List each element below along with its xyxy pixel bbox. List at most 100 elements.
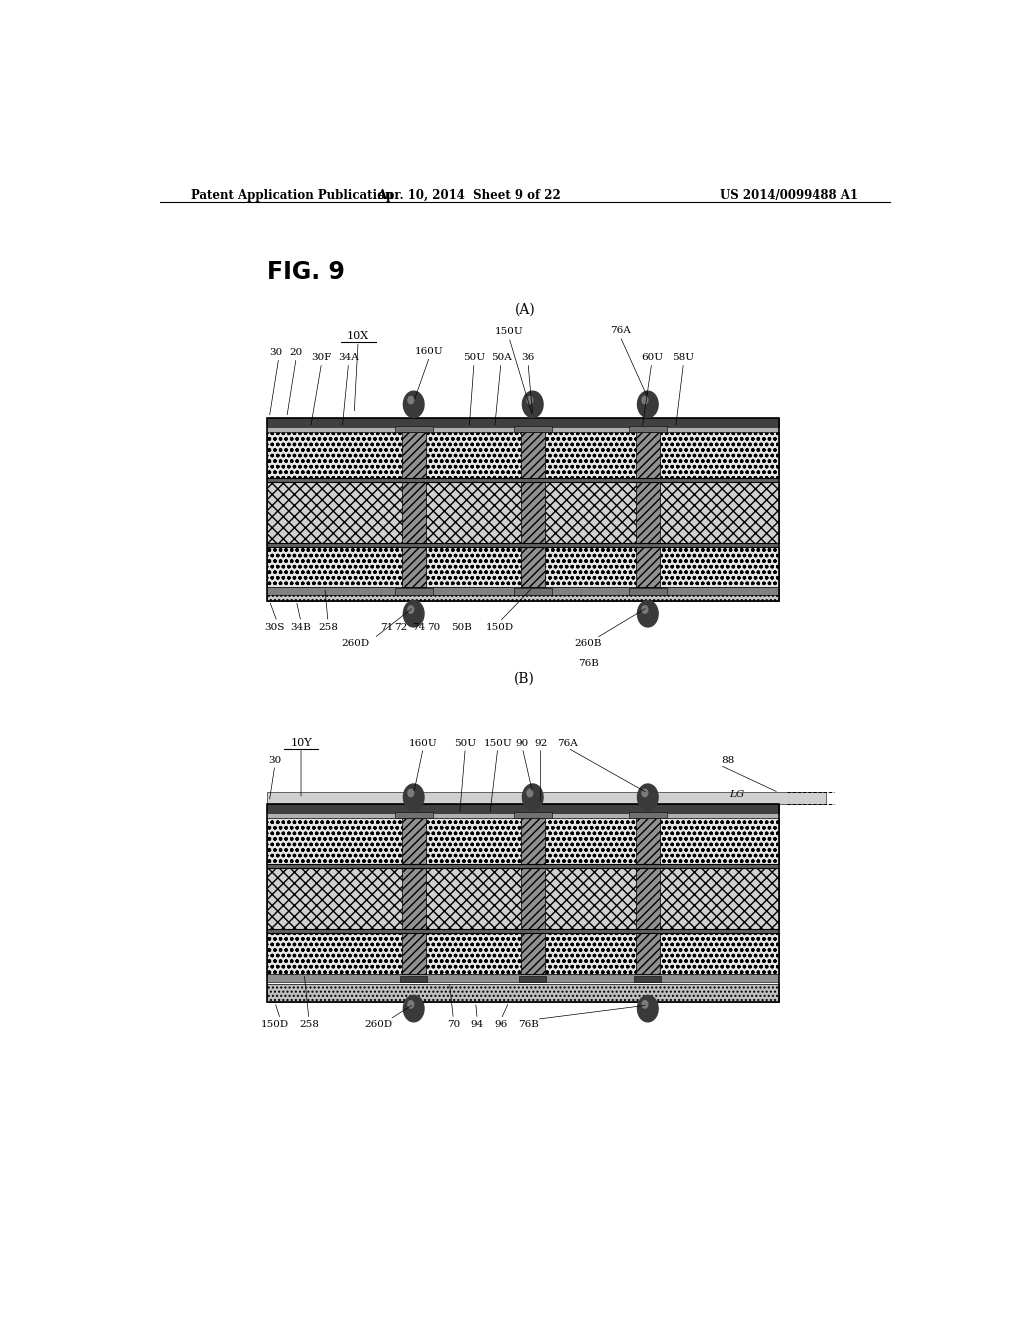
Bar bbox=[636, 818, 659, 863]
Bar bbox=[521, 482, 545, 543]
Circle shape bbox=[522, 391, 543, 417]
Bar bbox=[519, 975, 546, 982]
Text: LG: LG bbox=[729, 789, 744, 799]
Circle shape bbox=[642, 789, 648, 797]
Bar bbox=[401, 867, 426, 929]
Bar bbox=[635, 975, 662, 982]
Text: 60U: 60U bbox=[641, 352, 663, 362]
Text: 70: 70 bbox=[446, 1020, 460, 1030]
Bar bbox=[521, 546, 545, 587]
Bar bbox=[514, 812, 552, 818]
Text: (B): (B) bbox=[514, 672, 536, 685]
Bar bbox=[267, 863, 778, 867]
Bar bbox=[514, 426, 552, 432]
Bar bbox=[267, 804, 778, 814]
Circle shape bbox=[642, 396, 648, 404]
Text: 260B: 260B bbox=[574, 639, 602, 648]
Text: 258: 258 bbox=[299, 1020, 318, 1030]
Text: 70: 70 bbox=[427, 623, 440, 632]
Bar bbox=[267, 478, 778, 482]
Text: 30: 30 bbox=[268, 756, 282, 766]
Text: 160U: 160U bbox=[416, 347, 443, 355]
Bar bbox=[636, 546, 659, 587]
Circle shape bbox=[638, 995, 658, 1022]
Circle shape bbox=[408, 396, 414, 404]
Bar bbox=[267, 432, 778, 478]
Text: 36: 36 bbox=[521, 352, 535, 362]
Text: 20: 20 bbox=[290, 347, 303, 356]
Bar bbox=[267, 933, 778, 974]
Circle shape bbox=[638, 601, 658, 627]
Bar bbox=[521, 432, 545, 478]
Bar bbox=[267, 983, 778, 1002]
Bar bbox=[267, 589, 778, 601]
Text: 34B: 34B bbox=[291, 623, 311, 632]
Text: 76A: 76A bbox=[609, 326, 631, 335]
Bar bbox=[521, 867, 545, 929]
Bar bbox=[401, 933, 426, 974]
Bar bbox=[267, 814, 778, 818]
Text: 96: 96 bbox=[495, 1020, 508, 1030]
Bar bbox=[636, 933, 659, 974]
Circle shape bbox=[403, 601, 424, 627]
Text: 30F: 30F bbox=[311, 352, 332, 362]
Bar bbox=[514, 589, 552, 595]
Bar bbox=[401, 546, 426, 587]
Text: 30: 30 bbox=[269, 347, 283, 356]
Text: FIG. 9: FIG. 9 bbox=[267, 260, 345, 284]
Text: 92: 92 bbox=[535, 739, 547, 748]
Text: 34A: 34A bbox=[338, 352, 359, 362]
Bar bbox=[267, 929, 778, 933]
Text: 150D: 150D bbox=[261, 1020, 289, 1030]
Text: 50U: 50U bbox=[463, 352, 485, 362]
Bar bbox=[267, 587, 778, 595]
Bar bbox=[401, 818, 426, 863]
Text: 260D: 260D bbox=[365, 1020, 393, 1030]
Text: 50U: 50U bbox=[455, 739, 476, 748]
Bar bbox=[629, 812, 667, 818]
Bar bbox=[636, 867, 659, 929]
Bar bbox=[267, 417, 778, 601]
Bar bbox=[267, 818, 778, 863]
Bar bbox=[267, 974, 778, 982]
Text: 76A: 76A bbox=[557, 739, 578, 748]
Circle shape bbox=[403, 784, 424, 810]
Bar bbox=[267, 482, 778, 543]
Text: 90: 90 bbox=[516, 739, 529, 748]
Text: 76B: 76B bbox=[578, 660, 599, 668]
Circle shape bbox=[522, 784, 543, 810]
Bar bbox=[629, 589, 667, 595]
Bar bbox=[636, 482, 659, 543]
Bar bbox=[267, 546, 778, 587]
Text: 160U: 160U bbox=[409, 739, 437, 748]
Circle shape bbox=[642, 606, 648, 614]
Bar bbox=[267, 804, 778, 1002]
Bar bbox=[267, 543, 778, 546]
Bar bbox=[394, 426, 433, 432]
Text: 71: 71 bbox=[380, 623, 393, 632]
Text: 50A: 50A bbox=[490, 352, 511, 362]
Text: 88: 88 bbox=[722, 756, 735, 766]
Text: 10X: 10X bbox=[347, 331, 370, 342]
Bar bbox=[636, 432, 659, 478]
Circle shape bbox=[408, 606, 414, 614]
Bar bbox=[267, 417, 778, 428]
Circle shape bbox=[408, 1001, 414, 1008]
Text: 150U: 150U bbox=[483, 739, 512, 748]
Circle shape bbox=[403, 391, 424, 417]
Bar bbox=[401, 432, 426, 478]
Text: (A): (A) bbox=[514, 302, 536, 317]
Bar bbox=[267, 867, 778, 929]
Text: 150U: 150U bbox=[495, 327, 523, 337]
Bar bbox=[267, 792, 826, 804]
Circle shape bbox=[527, 789, 532, 797]
Bar bbox=[400, 975, 427, 982]
Circle shape bbox=[527, 396, 532, 404]
Bar bbox=[521, 933, 545, 974]
Circle shape bbox=[408, 789, 414, 797]
Text: 30S: 30S bbox=[264, 623, 285, 632]
Text: 74: 74 bbox=[412, 623, 425, 632]
Text: 50B: 50B bbox=[451, 623, 472, 632]
Text: 58U: 58U bbox=[673, 352, 694, 362]
Bar bbox=[267, 428, 778, 432]
